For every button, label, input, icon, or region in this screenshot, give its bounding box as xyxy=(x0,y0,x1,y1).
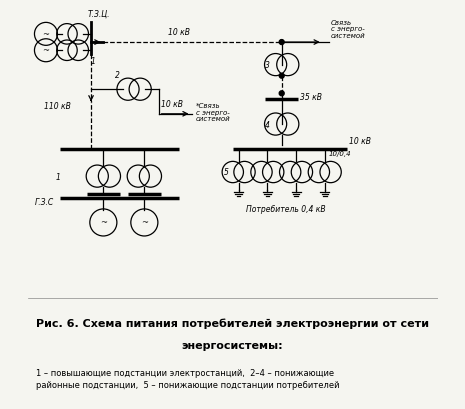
Text: *Связь
с энерго-
системой: *Связь с энерго- системой xyxy=(196,103,230,122)
Text: 35 кВ: 35 кВ xyxy=(300,93,322,102)
Circle shape xyxy=(279,40,284,45)
Text: 10 кВ: 10 кВ xyxy=(349,137,372,146)
Text: энергосистемы:: энергосистемы: xyxy=(182,341,283,351)
Text: 1: 1 xyxy=(55,172,60,181)
Text: 1: 1 xyxy=(91,57,95,66)
Text: ~: ~ xyxy=(100,219,107,227)
Text: ~: ~ xyxy=(42,47,49,55)
Text: ~: ~ xyxy=(141,219,148,227)
Circle shape xyxy=(279,92,284,97)
Text: 4: 4 xyxy=(265,120,269,129)
Text: ~: ~ xyxy=(42,31,49,39)
Text: 10 кВ: 10 кВ xyxy=(161,100,183,109)
Text: Т.З.Ц.: Т.З.Ц. xyxy=(88,9,111,18)
Text: Г.З.С: Г.З.С xyxy=(35,198,54,207)
Text: 110 кВ: 110 кВ xyxy=(44,102,71,111)
Text: Связь
с энерго-
системой: Связь с энерго- системой xyxy=(331,20,365,39)
Circle shape xyxy=(279,74,284,79)
Text: Рис. 6. Схема питания потребителей электроэнергии от сети: Рис. 6. Схема питания потребителей элект… xyxy=(36,318,429,328)
Text: 2: 2 xyxy=(115,71,120,80)
Text: 10/0,4: 10/0,4 xyxy=(329,151,352,156)
Text: 10 кВ: 10 кВ xyxy=(168,28,190,37)
Text: Потребитель 0,4 кВ: Потребитель 0,4 кВ xyxy=(246,204,326,213)
Text: 3: 3 xyxy=(265,61,269,70)
Text: 5: 5 xyxy=(224,167,228,176)
Text: 1 – повышающие подстанции электростанций,  2–4 – понижающие
районные подстанции,: 1 – повышающие подстанции электростанций… xyxy=(36,368,339,389)
